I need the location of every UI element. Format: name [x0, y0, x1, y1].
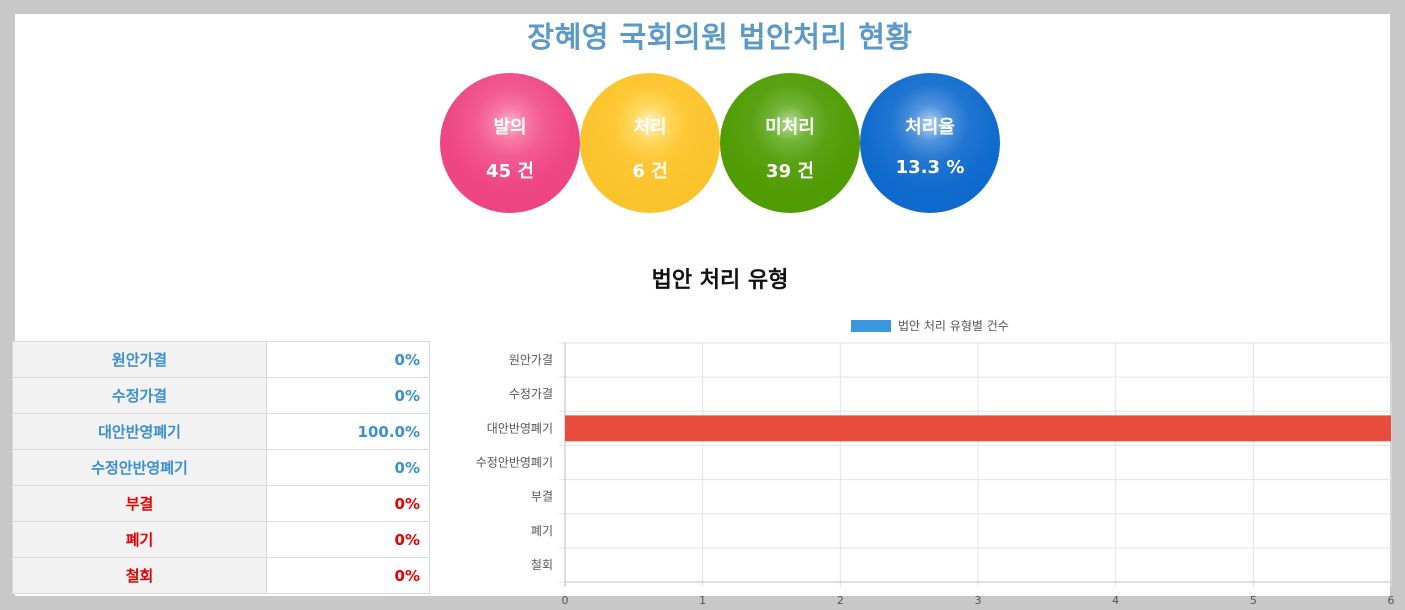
legend-swatch: [851, 320, 891, 332]
x-tick-label: 3: [975, 594, 982, 607]
x-tick-label: 6: [1388, 594, 1395, 607]
table-row: 폐기 0%: [12, 521, 430, 558]
summary-label: 발의: [493, 117, 527, 138]
processing-type-table: 원안가결 0% 수정가결 0% 대안반영폐기 100.0% 수정안반영폐기 0%…: [12, 341, 430, 594]
type-name: 폐기: [12, 521, 267, 558]
category-label: 대안반영폐기: [487, 421, 553, 435]
type-percent: 0%: [266, 557, 430, 594]
category-label: 수정가결: [509, 387, 553, 401]
bar: [565, 415, 1391, 442]
type-name: 부결: [12, 485, 267, 522]
x-tick-label: 5: [1250, 594, 1257, 607]
summary-value: 13.3 %: [895, 157, 965, 178]
summary-circle-processed: 처리 6 건: [580, 73, 720, 213]
table-row: 원안가결 0%: [12, 341, 430, 378]
type-percent: 0%: [266, 449, 430, 486]
summary-value: 45 건: [486, 161, 534, 182]
type-name: 대안반영폐기: [12, 413, 267, 450]
table-row: 철회 0%: [12, 557, 430, 594]
legend-label: 법안 처리 유형별 건수: [898, 319, 1009, 333]
type-percent: 0%: [266, 521, 430, 558]
x-tick-label: 1: [699, 594, 706, 607]
category-label: 원안가결: [509, 353, 553, 367]
table-row: 수정가결 0%: [12, 377, 430, 414]
summary-value: 39 건: [766, 161, 814, 182]
category-label: 부결: [531, 490, 553, 504]
type-name: 수정안반영폐기: [12, 449, 267, 486]
x-tick-label: 0: [562, 594, 569, 607]
x-tick-label: 2: [837, 594, 844, 607]
type-percent: 0%: [266, 377, 430, 414]
category-label: 철회: [531, 558, 553, 572]
type-percent: 100.0%: [266, 413, 430, 450]
type-name: 철회: [12, 557, 267, 594]
x-tick-label: 4: [1112, 594, 1119, 607]
table-row: 대안반영폐기 100.0%: [12, 413, 430, 450]
summary-label: 처리율: [905, 117, 955, 138]
category-label: 수정안반영폐기: [476, 456, 553, 470]
summary-circle-unprocessed: 미처리 39 건: [720, 73, 860, 213]
summary-label: 미처리: [765, 117, 815, 138]
summary-label: 처리: [633, 117, 667, 138]
summary-circle-proposed: 발의 45 건: [440, 73, 580, 213]
page-title: 장혜영 국회의원 법안처리 현황: [527, 20, 913, 54]
table-row: 수정안반영폐기 0%: [12, 449, 430, 486]
type-percent: 0%: [266, 341, 430, 378]
summary-circle-rate: 처리율 13.3 %: [860, 73, 1000, 213]
section-title: 법안 처리 유형: [651, 268, 789, 293]
summary-value: 6 건: [632, 161, 668, 182]
category-label: 폐기: [531, 524, 553, 538]
